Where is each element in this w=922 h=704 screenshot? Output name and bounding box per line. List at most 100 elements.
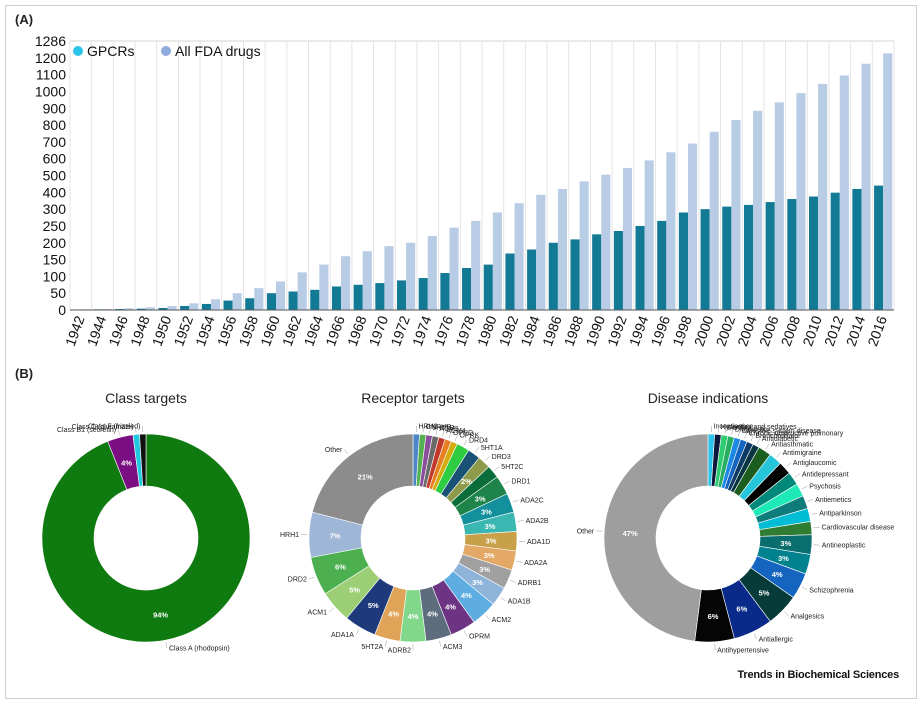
- figure-frame: (A) (B) 0 50 100 150 200 250 300 400 500 600 700 80…: [5, 5, 917, 699]
- y-tick-label: 700: [43, 134, 67, 150]
- bar-fda: [883, 53, 893, 311]
- bar-fda: [557, 188, 568, 310]
- donut-slice: [311, 433, 414, 526]
- slice-percent: 5%: [349, 586, 360, 595]
- slice-label: OPRK: [459, 433, 479, 440]
- leader-line: [786, 462, 792, 467]
- bar-fda: [124, 308, 134, 310]
- leader-line: [737, 430, 741, 437]
- slice-label: GNRHR: [426, 424, 452, 431]
- slice-label: HRH1: [280, 532, 299, 539]
- bar-gpcr: [787, 199, 797, 310]
- leader-line: [516, 560, 523, 563]
- leader-line: [485, 615, 490, 620]
- bar-gpcr: [115, 308, 125, 310]
- bar-gpcr: [331, 286, 342, 310]
- bar-gpcr: [158, 307, 168, 310]
- y-tick-label: 900: [43, 100, 67, 116]
- bar-fda: [514, 203, 524, 310]
- slice-percent: 3%: [481, 508, 492, 517]
- bar-gpcr: [548, 242, 558, 310]
- bar-gpcr: [852, 188, 862, 310]
- legend-marker-fda: [161, 46, 171, 56]
- slice-label: Antidiabetic: [762, 436, 799, 443]
- slice-label: 5HT1B: [433, 425, 455, 432]
- bar-fda: [254, 288, 264, 310]
- bar-fda: [471, 220, 481, 310]
- slice-label: Hypnotics and sedatives: [721, 424, 797, 431]
- slice-label: Antimigraine: [783, 450, 822, 457]
- bar-fda: [753, 110, 763, 310]
- bar-fda: [362, 251, 372, 310]
- y-tick-label: 1286: [35, 33, 66, 49]
- leader-line: [422, 426, 424, 433]
- slice-percent: 7%: [330, 532, 341, 541]
- leader-line: [512, 499, 519, 503]
- figure-canvas: (A) (B) 05010015020025030040050060070080…: [15, 12, 895, 655]
- leader-line: [807, 499, 814, 502]
- leader-line: [475, 447, 480, 453]
- slice-label: Antiparkinson: [819, 511, 862, 518]
- leader-line: [494, 466, 500, 471]
- bar-fda: [579, 181, 589, 310]
- bar-fda: [688, 143, 698, 310]
- slice-percent: 47%: [623, 529, 638, 538]
- bar-gpcr: [462, 267, 472, 310]
- y-tick-label: 1000: [35, 83, 66, 99]
- leader-line: [504, 480, 510, 485]
- bar-gpcr: [223, 300, 233, 310]
- leader-line: [442, 430, 445, 437]
- bar-fda: [167, 305, 177, 310]
- slice-percent: 94%: [153, 611, 168, 620]
- bar-fda: [297, 272, 307, 310]
- leader-line: [435, 428, 438, 435]
- bar-gpcr: [288, 291, 298, 310]
- donut-slice: [139, 433, 147, 487]
- bar-gpcr: [635, 225, 645, 310]
- slice-label: Antiasthmatic: [771, 442, 814, 449]
- leader-line: [454, 435, 458, 441]
- slice-percent: 4%: [408, 612, 419, 621]
- leader-line: [328, 607, 334, 613]
- leader-line: [811, 512, 818, 515]
- leader-line: [794, 473, 801, 478]
- slice-percent: 4%: [427, 610, 438, 619]
- slice-label: ACM5: [439, 426, 459, 433]
- y-tick-label: 400: [43, 184, 67, 200]
- leader-line: [744, 432, 747, 439]
- y-tick-label: 300: [43, 201, 67, 217]
- slice-label: ACM2: [492, 617, 512, 624]
- bar-fda: [102, 308, 112, 310]
- bar-gpcr: [245, 298, 255, 310]
- slice-percent: 3%: [479, 565, 490, 574]
- legend-label-fda: All FDA drugs: [175, 43, 261, 59]
- slice-label: Chronic obstructive pulmonary: [749, 430, 844, 437]
- slice-label: Antiemetics: [815, 497, 852, 504]
- leader-line: [765, 443, 770, 450]
- slice-label: DRD4: [469, 437, 488, 444]
- y-tick-label: 1100: [36, 67, 66, 83]
- bar-fda: [145, 307, 156, 310]
- bar-fda: [818, 83, 828, 310]
- slice-label: ACM1: [308, 610, 328, 617]
- slice-label: Antiallergic: [759, 636, 794, 643]
- donut-disease-indications: Disease indications IncontinenceHypnotics…: [577, 390, 895, 654]
- slice-label: Other: [577, 528, 595, 535]
- slice-label: DRD1: [511, 478, 530, 485]
- bar-fda: [232, 293, 242, 310]
- bar-gpcr: [743, 204, 754, 310]
- slice-percent: 4%: [121, 458, 132, 467]
- y-tick-label: 1200: [35, 50, 66, 66]
- bar-fda: [319, 264, 329, 310]
- bar-gpcr: [700, 209, 710, 310]
- donut-slice: [603, 433, 709, 642]
- leader-line: [355, 629, 360, 635]
- slice-percent: 21%: [358, 472, 373, 481]
- bar-gpcr: [375, 283, 385, 310]
- leader-line: [724, 427, 727, 434]
- bar-fda: [622, 167, 633, 310]
- bar-fda: [796, 93, 806, 311]
- bar-gpcr: [527, 249, 537, 310]
- panel-label-b: (B): [15, 366, 33, 381]
- donut-title: Disease indications: [648, 390, 769, 406]
